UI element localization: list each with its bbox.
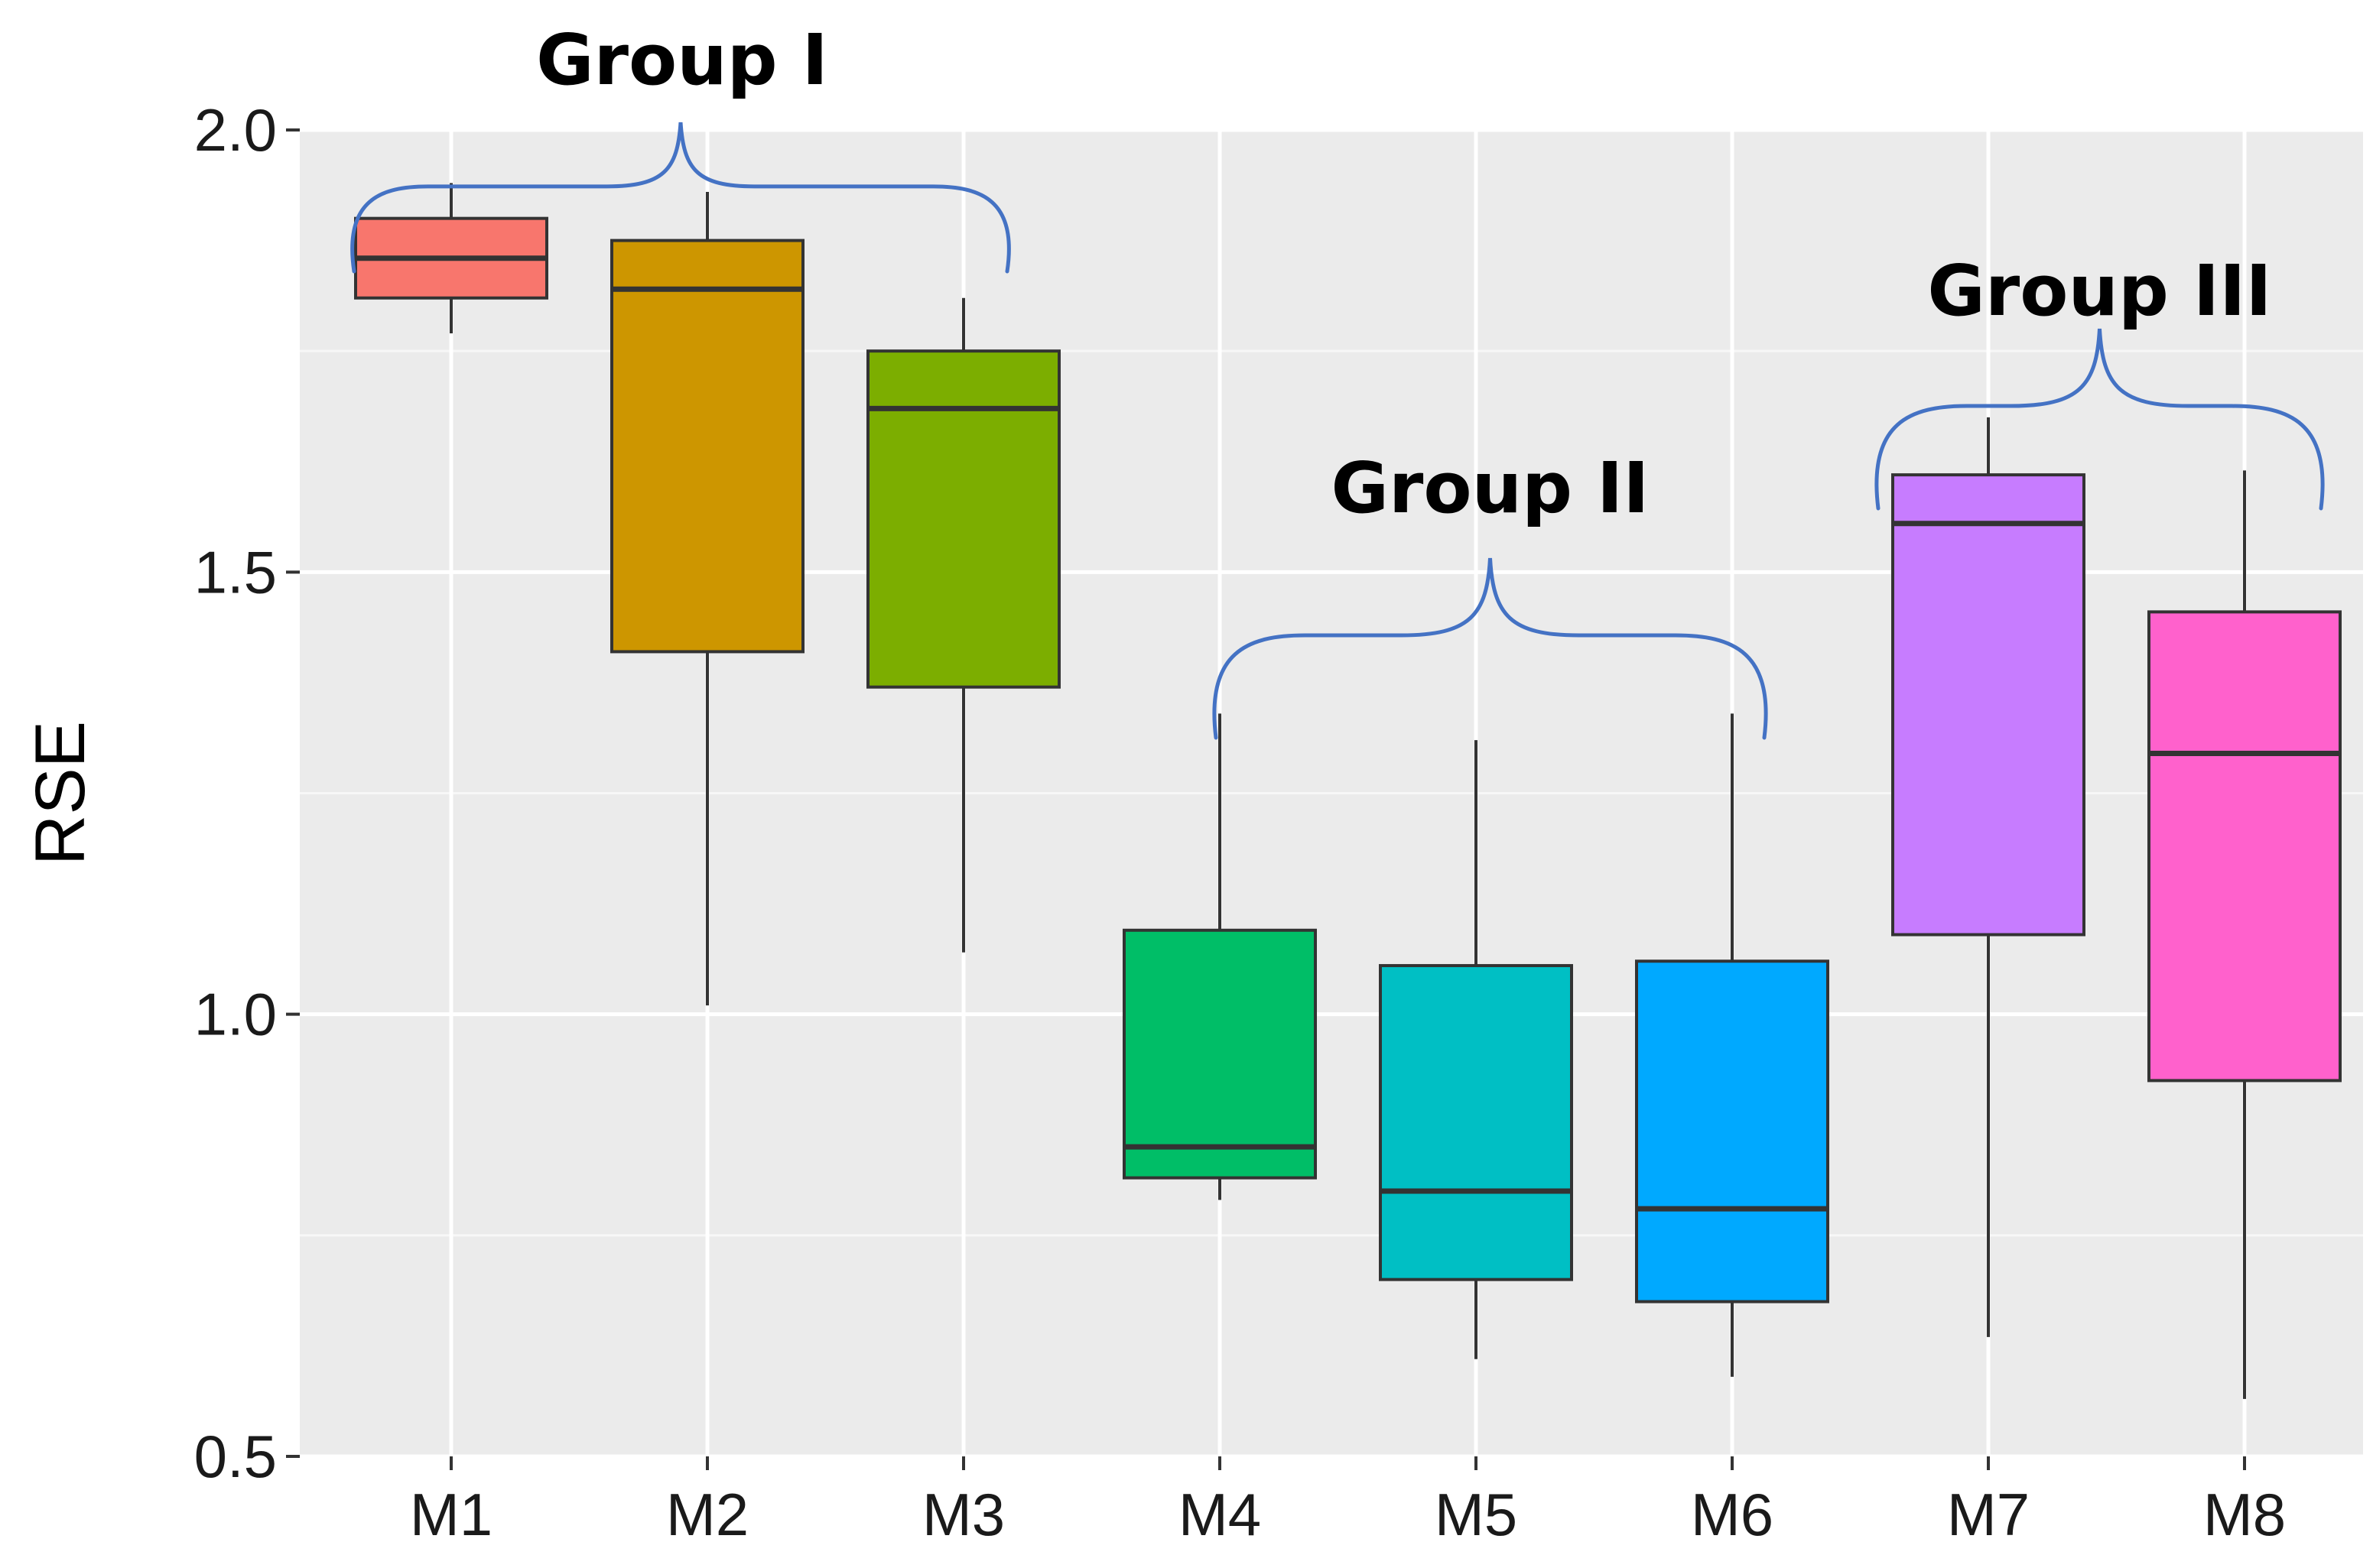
box-m1	[354, 183, 548, 334]
group-annotations: Group I Group II Group III	[350, 19, 2325, 740]
group-2-bracket	[1212, 557, 1768, 740]
box-m3	[866, 297, 1061, 953]
box-m7	[1891, 417, 2085, 1337]
box-m2	[610, 191, 805, 1006]
y-axis-title: RSE	[21, 721, 99, 865]
y-tick-label-2-0: 2.0	[194, 96, 277, 164]
box-m6	[1635, 713, 1829, 1377]
x-tick-label-m2: M2	[666, 1481, 749, 1548]
x-tick-label-m3: M3	[922, 1481, 1005, 1548]
box-body-m5	[1379, 964, 1573, 1281]
boxes	[354, 183, 2342, 1399]
y-tick-label-1-5: 1.5	[194, 538, 277, 605]
x-tick-label-m6: M6	[1691, 1481, 1773, 1548]
box-m8	[2147, 470, 2342, 1399]
group-3-label: Group III	[1927, 250, 2271, 332]
y-tick-label-1-0: 1.0	[194, 981, 277, 1048]
x-tick-label-m8: M8	[2203, 1481, 2286, 1548]
box-body-m2	[610, 239, 805, 654]
group-1-label: Group I	[536, 19, 828, 101]
box-m5	[1379, 740, 1573, 1359]
x-tick-label-m5: M5	[1435, 1481, 1517, 1548]
x-tick-label-m1: M1	[410, 1481, 492, 1548]
x-tick-label-m7: M7	[1947, 1481, 2030, 1548]
group-3-bracket	[1874, 328, 2325, 511]
box-body-m8	[2147, 610, 2342, 1083]
box-body-m4	[1123, 928, 1317, 1180]
box-body-m7	[1891, 473, 2085, 937]
box-body-m6	[1635, 959, 1829, 1303]
axes: 0.5 1.0 1.5 2.0 M1 M2 M3 M4 M5 M6 M7 M8 RSE	[21, 96, 2286, 1548]
box-body-m3	[866, 349, 1061, 689]
box-m4	[1123, 713, 1317, 1200]
group-2-label: Group II	[1331, 447, 1650, 529]
x-tick-label-m4: M4	[1178, 1481, 1261, 1548]
group-1-bracket	[350, 122, 1011, 274]
y-tick-label-0-5: 0.5	[194, 1423, 277, 1490]
